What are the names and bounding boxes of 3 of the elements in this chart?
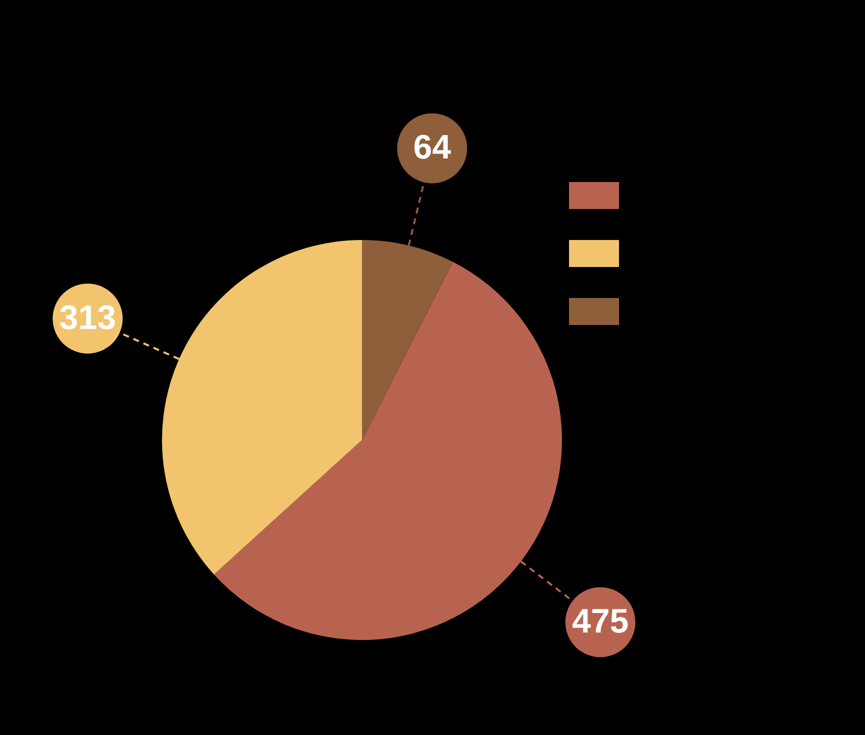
data-label: 475 xyxy=(572,602,629,641)
data-label: 64 xyxy=(413,128,452,167)
data-label: 313 xyxy=(59,298,116,337)
